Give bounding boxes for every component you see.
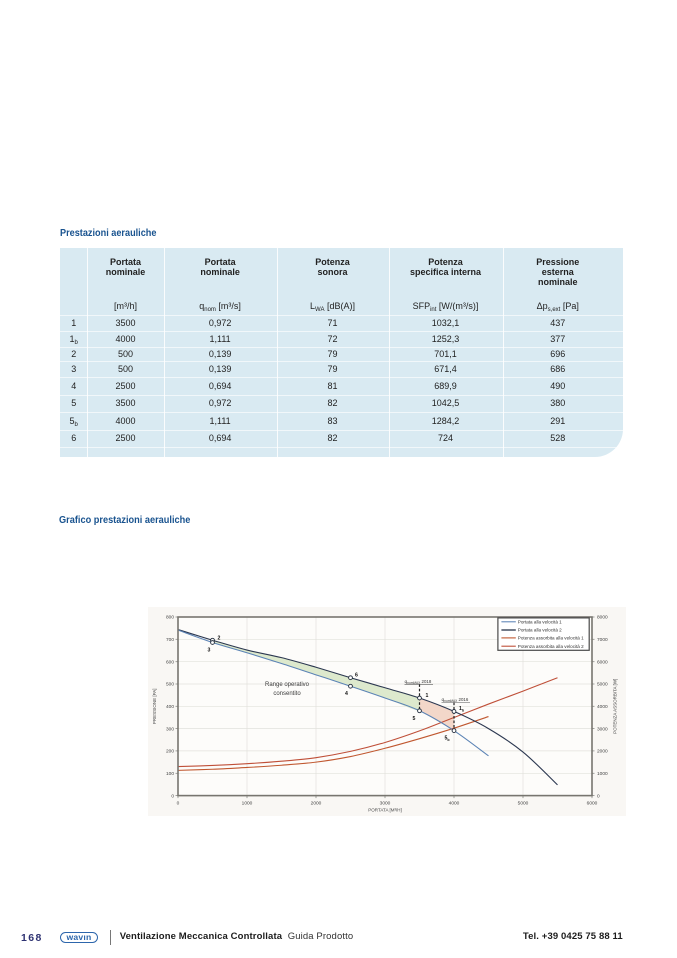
svg-text:0: 0 xyxy=(177,801,180,807)
svg-text:500: 500 xyxy=(166,682,174,688)
svg-text:Portata alla velocità 2: Portata alla velocità 2 xyxy=(518,628,562,633)
svg-text:Potenza assorbita alla velocit: Potenza assorbita alla velocità 2 xyxy=(518,644,584,649)
svg-text:qnomMAX 2016: qnomMAX 2016 xyxy=(442,697,469,703)
svg-text:2000: 2000 xyxy=(597,749,608,755)
svg-text:1000: 1000 xyxy=(597,771,608,777)
svg-text:4: 4 xyxy=(345,691,348,697)
svg-text:4000: 4000 xyxy=(449,801,460,807)
svg-text:5: 5 xyxy=(413,716,416,722)
svg-text:2: 2 xyxy=(218,636,221,642)
svg-text:4000: 4000 xyxy=(597,704,608,710)
svg-text:700: 700 xyxy=(166,637,174,643)
svg-text:0: 0 xyxy=(171,793,174,799)
svg-text:Potenza assorbita alla velocit: Potenza assorbita alla velocità 1 xyxy=(518,636,584,641)
svg-text:6000: 6000 xyxy=(587,801,598,807)
svg-text:Portata alla velocità 1: Portata alla velocità 1 xyxy=(518,620,562,625)
svg-text:PORTATA [M³/H]: PORTATA [M³/H] xyxy=(368,808,401,813)
svg-text:600: 600 xyxy=(166,659,174,665)
svg-text:100: 100 xyxy=(166,771,174,777)
svg-text:6000: 6000 xyxy=(597,659,608,665)
svg-text:5000: 5000 xyxy=(518,801,529,807)
svg-text:8000: 8000 xyxy=(597,615,608,621)
svg-text:3: 3 xyxy=(208,648,211,654)
svg-text:800: 800 xyxy=(166,615,174,621)
svg-text:5b: 5b xyxy=(445,736,451,742)
svg-text:1: 1 xyxy=(426,693,429,699)
svg-text:3000: 3000 xyxy=(380,801,391,807)
svg-text:7000: 7000 xyxy=(597,637,608,643)
svg-text:0: 0 xyxy=(597,793,600,799)
svg-text:3000: 3000 xyxy=(597,726,608,732)
svg-text:Range operativo: Range operativo xyxy=(265,682,310,688)
svg-text:5000: 5000 xyxy=(597,682,608,688)
svg-text:300: 300 xyxy=(166,726,174,732)
svg-text:200: 200 xyxy=(166,749,174,755)
svg-text:PRESSIONE [PA]: PRESSIONE [PA] xyxy=(152,688,157,724)
svg-text:1b: 1b xyxy=(459,706,465,712)
svg-text:qnomMAX 2018: qnomMAX 2018 xyxy=(405,679,432,685)
svg-text:POTENZA ASSORBITA [W]: POTENZA ASSORBITA [W] xyxy=(613,679,618,734)
svg-text:6: 6 xyxy=(355,673,358,679)
svg-text:2000: 2000 xyxy=(311,801,322,807)
svg-text:consentito: consentito xyxy=(273,691,301,697)
svg-text:1000: 1000 xyxy=(242,801,253,807)
svg-text:400: 400 xyxy=(166,704,174,710)
